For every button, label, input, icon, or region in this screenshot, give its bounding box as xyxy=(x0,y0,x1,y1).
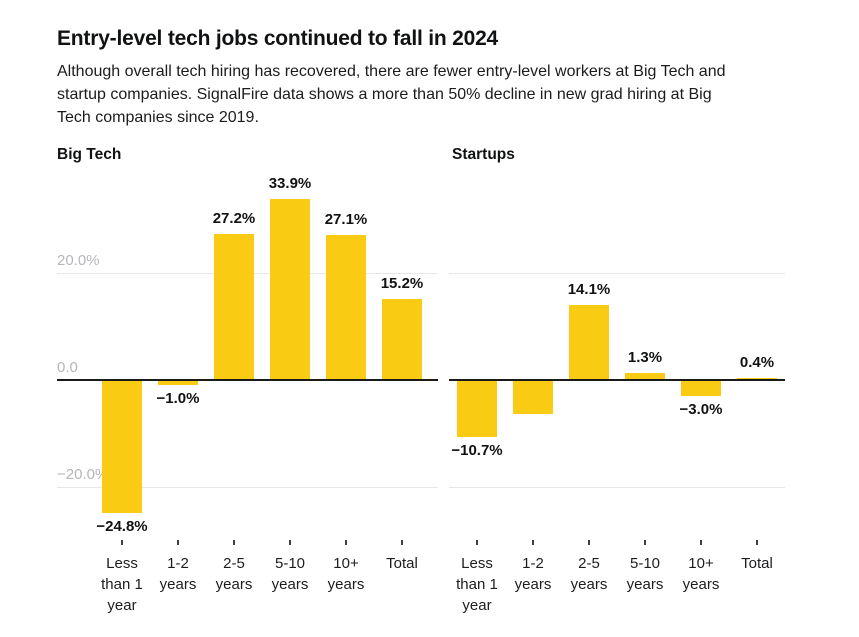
bar-value-label: 14.1% xyxy=(567,280,611,298)
bar xyxy=(102,380,142,513)
y-axis-tick-label: 20.0% xyxy=(57,252,100,269)
bar xyxy=(270,198,310,380)
bar-value-label: −10.7% xyxy=(451,442,503,460)
axis-tick xyxy=(401,540,403,545)
bar xyxy=(158,380,198,386)
axis-tick xyxy=(177,540,179,545)
axis-tick xyxy=(476,540,478,545)
bar-value-label: 15.2% xyxy=(380,274,424,292)
gridline xyxy=(57,487,438,488)
axis-tick xyxy=(756,540,758,545)
bar xyxy=(625,373,665,380)
x-axis-category-label: 2-5 years xyxy=(570,555,608,593)
x-axis-category-label: Less than 1 year xyxy=(456,555,498,614)
bar xyxy=(382,298,422,380)
axis-tick xyxy=(233,540,235,545)
bar xyxy=(513,380,553,414)
axis-tick xyxy=(532,540,534,545)
gridline xyxy=(449,273,785,274)
axis-tick xyxy=(345,540,347,545)
x-axis-category-label: Total xyxy=(741,555,773,572)
x-axis-category-label: 5-10 years xyxy=(626,555,664,593)
bar-value-label: 27.1% xyxy=(324,211,368,228)
bar-value-label: 33.9% xyxy=(268,174,312,192)
x-axis-line xyxy=(449,379,785,381)
bar xyxy=(457,380,497,438)
y-axis-tick-label: −20.0% xyxy=(57,466,109,483)
axis-tick xyxy=(644,540,646,545)
bar xyxy=(569,304,609,380)
bar xyxy=(326,235,366,380)
bar-value-label: −3.0% xyxy=(679,401,723,419)
bar-value-label: −24.8% xyxy=(96,517,148,535)
axis-tick xyxy=(121,540,123,545)
bar xyxy=(737,377,777,380)
axis-tick xyxy=(289,540,291,545)
bar xyxy=(681,380,721,397)
y-axis-tick-label: 0.0 xyxy=(57,359,78,376)
x-axis-category-label: 10+ years xyxy=(327,555,365,593)
bar-value-label: 27.2% xyxy=(212,210,256,228)
chart-title-big-tech: Big Tech xyxy=(57,146,122,163)
page-title: Entry-level tech jobs continued to fall … xyxy=(57,27,499,50)
gridline xyxy=(449,487,785,488)
x-axis-category-label: 2-5 years xyxy=(215,555,253,593)
x-axis-line xyxy=(57,379,438,381)
bar-value-label: −1.0% xyxy=(156,390,200,408)
chart-title-startups: Startups xyxy=(452,146,515,163)
axis-tick xyxy=(588,540,590,545)
bar xyxy=(214,234,254,380)
x-axis-category-label: 1-2 years xyxy=(514,555,552,593)
x-axis-category-label: 1-2 years xyxy=(159,555,197,593)
page-subtitle: Although overall tech hiring has recover… xyxy=(57,63,726,126)
bar-value-label: 1.3% xyxy=(627,349,663,367)
x-axis-category-label: 10+ years xyxy=(682,555,720,593)
axis-tick xyxy=(700,540,702,545)
x-axis-category-label: Less than 1 year xyxy=(101,555,143,614)
bar-value-label: 0.4% xyxy=(739,353,775,371)
x-axis-category-label: 5-10 years xyxy=(271,555,309,593)
x-axis-category-label: Total xyxy=(386,555,418,572)
